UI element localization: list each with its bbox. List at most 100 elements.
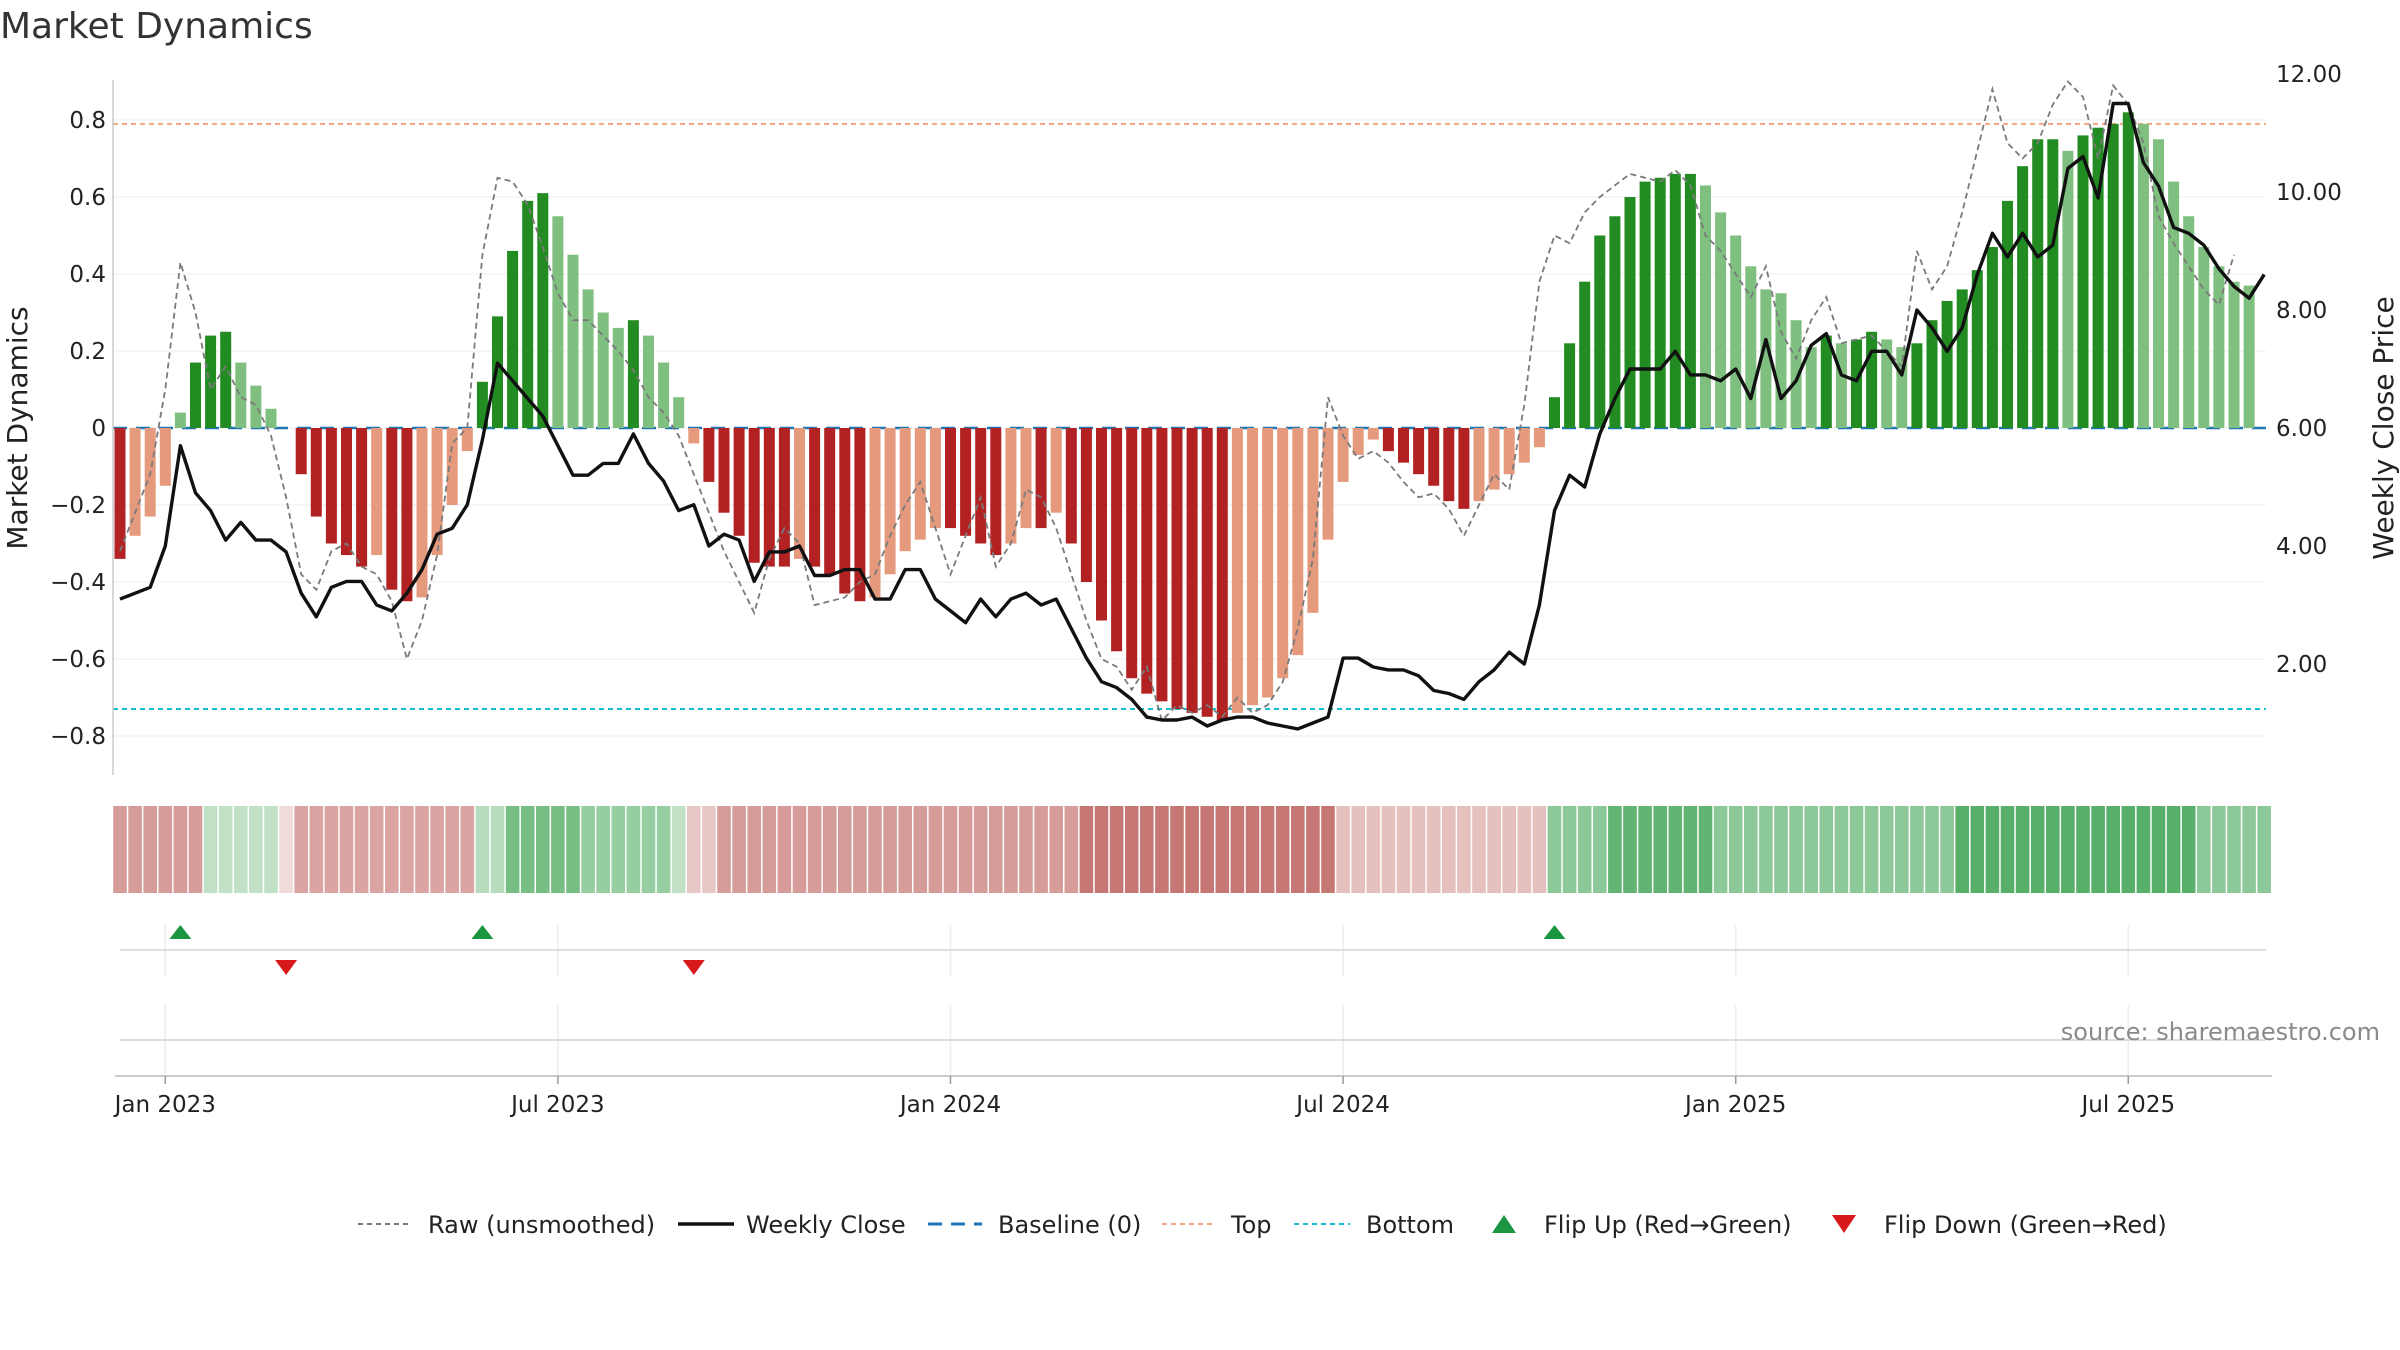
flip-up-marker (169, 925, 192, 939)
regime-cell (1411, 806, 1426, 893)
right-tick-label: 2.00 (2276, 652, 2327, 678)
dynamics-bar (416, 428, 428, 598)
dynamics-bar (703, 428, 715, 482)
regime-cell (1744, 806, 1758, 893)
dynamics-bar (794, 428, 805, 559)
dynamics-bar (1503, 428, 1515, 475)
regime-cell (264, 806, 278, 893)
left-tick-label: 0.4 (69, 262, 106, 288)
regime-cell (989, 806, 1003, 893)
regime-cell (1849, 806, 1864, 893)
regime-cell (2166, 806, 2181, 893)
regime-cell (717, 806, 731, 893)
legend-label: Bottom (1366, 1211, 1454, 1239)
dynamics-bar (1201, 428, 1213, 717)
dynamics-bar (129, 428, 141, 536)
dynamics-bar (507, 250, 519, 428)
dynamics-bar (1956, 289, 1968, 428)
dynamics-bar (2017, 166, 2029, 428)
dynamics-bar (1624, 197, 1636, 428)
regime-cell (1895, 806, 1909, 893)
dynamics-bar (1639, 181, 1651, 428)
regime-cell (294, 806, 308, 893)
legend-flip-down-swatch (1832, 1215, 1856, 1233)
dynamics-bar (1820, 335, 1832, 428)
regime-cell (1366, 806, 1381, 893)
regime-cell (309, 806, 324, 893)
regime-cell (1593, 806, 1607, 893)
regime-cell (203, 806, 218, 893)
dynamics-bar (1866, 331, 1878, 428)
regime-cell (1155, 806, 1169, 893)
dynamics-bar (431, 428, 443, 556)
regime-cell (1004, 806, 1018, 893)
dynamics-bar (839, 428, 851, 594)
dynamics-bar (1398, 428, 1409, 463)
regime-cell (1396, 806, 1411, 893)
regime-cell (1970, 806, 1985, 893)
right-tick-label: 12.00 (2276, 62, 2342, 88)
regime-cell (883, 806, 897, 893)
legend-label: Flip Up (Red→Green) (1544, 1211, 1792, 1239)
regime-cell (1683, 806, 1698, 893)
flip-down-marker (682, 960, 705, 975)
regime-cell (2151, 806, 2166, 893)
dynamics-bar (1065, 428, 1077, 544)
dynamics-bar (1805, 347, 1817, 428)
x-tick-label: Jul 2025 (2079, 1092, 2175, 1118)
x-tick-label: Jan 2025 (1683, 1092, 1786, 1118)
regime-cell (400, 806, 414, 893)
x-axis: Jan 2023 Jul 2023 Jan 2024 Jul 2024 Jan 2025… (113, 1076, 2175, 1118)
regime-cell (249, 806, 263, 893)
regime-cell (792, 806, 807, 893)
regime-cell (1351, 806, 1365, 893)
dynamics-bar (2077, 135, 2089, 428)
regime-cell (2242, 806, 2256, 893)
regime-cell (1623, 806, 1637, 893)
dynamics-bar (1926, 320, 1938, 428)
regime-cell (1879, 806, 1894, 893)
dynamics-bar (1579, 281, 1591, 428)
regime-strip (113, 806, 2271, 893)
left-tick-label: 0.2 (69, 339, 106, 365)
dynamics-bar (250, 385, 262, 428)
dynamics-bar (688, 428, 700, 444)
dynamics-bar (899, 428, 911, 552)
dynamics-bar (673, 397, 685, 428)
regime-cell (1955, 806, 1969, 893)
regime-cell (1079, 806, 1094, 893)
dynamics-bar (2213, 266, 2225, 428)
regime-cell (536, 806, 550, 893)
regime-cell (1608, 806, 1622, 893)
dynamics-bar (1005, 428, 1017, 544)
empty-panel (115, 1005, 2272, 1077)
regime-cell (687, 806, 701, 893)
dynamics-bar (809, 428, 821, 567)
regime-cell (2030, 806, 2045, 893)
regime-cell (1442, 806, 1456, 893)
regime-cell (2197, 806, 2211, 893)
legend: Raw (unsmoothed) Weekly Close Baseline (0)… (358, 1211, 2167, 1239)
regime-cell (641, 806, 656, 893)
flip-up-marker (471, 925, 494, 939)
dynamics-bar (325, 428, 337, 544)
legend-label: Baseline (0) (998, 1211, 1141, 1239)
dynamics-bar (1533, 428, 1545, 448)
regime-cell (520, 806, 535, 893)
regime-cell (1472, 806, 1486, 893)
regime-cell (566, 806, 580, 893)
regime-cell (2076, 806, 2090, 893)
legend-flip-up-swatch (1492, 1215, 1516, 1233)
x-tick-label: Jan 2024 (898, 1092, 1001, 1118)
regime-cell (1336, 806, 1350, 893)
dynamics-bar (159, 428, 171, 486)
regime-cell (1109, 806, 1124, 893)
dynamics-bar (1080, 428, 1092, 582)
raw-series-line (119, 80, 2235, 723)
dynamics-bar (1307, 428, 1319, 613)
regime-cell (732, 806, 746, 893)
dynamics-bar (1216, 428, 1228, 721)
regime-cell (445, 806, 459, 893)
dynamics-bar (1564, 343, 1576, 428)
regime-cell (777, 806, 792, 893)
